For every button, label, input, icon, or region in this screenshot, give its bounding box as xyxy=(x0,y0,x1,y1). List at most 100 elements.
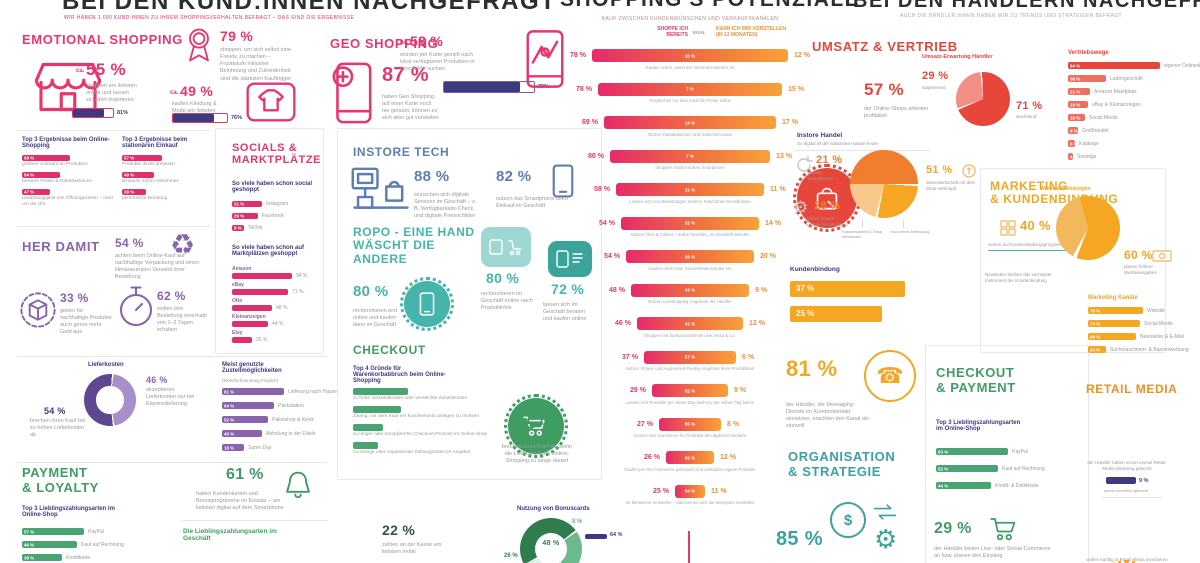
funnel-mid-value: 26 % xyxy=(684,254,696,259)
funnel-bar: 62 % xyxy=(666,451,714,464)
bar-label: Kreditkarte xyxy=(66,554,91,561)
retail-bar-note: davon mehrfach gebucht xyxy=(1104,488,1149,493)
bar-label: Paketshop & Kiosk xyxy=(272,416,314,423)
bar-value: 16 % xyxy=(1070,115,1081,120)
divider xyxy=(17,130,210,131)
werbung-pie-chart xyxy=(1056,196,1120,260)
liefer-title: Lieferkosten xyxy=(88,362,124,368)
funnel-right-value: 9 % xyxy=(755,286,768,294)
her-62-value: 62 % xyxy=(157,289,186,303)
funnel-left-value: 25 % xyxy=(653,487,669,495)
coin-icon xyxy=(962,164,976,178)
funnel-mid-value: 10 % xyxy=(684,53,696,58)
divider xyxy=(17,462,327,463)
approx-label: ca. xyxy=(170,90,179,96)
funnel-mid-value: 65 % xyxy=(684,421,696,427)
funnel-caption: Shoppen mit Sprachassistenten wie Alexa … xyxy=(644,332,736,338)
bar-row: 9 % Großhandel xyxy=(1068,127,1200,134)
funnel-bar: 65 % xyxy=(659,417,721,431)
gear-icon: ⚙ xyxy=(793,198,809,217)
bar: 46 % xyxy=(22,541,77,548)
haendler-51-caption: Warenwirtschaft mit dem Shop verknüpft xyxy=(926,180,976,191)
funnel-bar: 43 % xyxy=(631,283,749,297)
funnel-left-value: 80 % xyxy=(588,152,604,160)
bar: 19 % xyxy=(1068,101,1088,108)
bar: 52 % xyxy=(222,416,268,423)
bar-value: 19 % xyxy=(1070,102,1081,107)
bar xyxy=(232,337,252,343)
bar-label: Unabhängigkeit von Öffnungszeiten – rund… xyxy=(22,195,113,207)
emotional-79-caption: shoppen, um sich selbst eine Freude zu m… xyxy=(220,47,292,82)
bar: 21 % xyxy=(1068,88,1090,95)
haendler-57-value: 57 % xyxy=(864,80,904,99)
kundenbindung-title: Kundenbindung xyxy=(790,266,840,273)
bar-value: 38 % xyxy=(124,189,135,195)
progress-value: 81% xyxy=(117,110,129,116)
grid-icon xyxy=(1000,220,1016,236)
bar-row: 94 % xyxy=(232,273,307,279)
potenziale-funnel-chart: SHOPPE ICH BEREITS EGAL KANN ICH MIR VOR… xyxy=(560,0,820,563)
instore-handel-title: Instore Handel xyxy=(797,132,843,139)
bar-row: 24 % Suchmaschinen- & Bannerwerbung xyxy=(1088,346,1189,353)
bar: 63 % xyxy=(936,448,1008,455)
bar-top-label: Etsy xyxy=(232,330,243,336)
smartphone-icon xyxy=(551,164,575,198)
bar-value: 84 % xyxy=(1070,63,1081,68)
bar-label: TikTok xyxy=(248,225,263,231)
bar-label: Newsletter & E-Mail xyxy=(1140,333,1184,340)
bonus-title: Nutzung von Bonuscards xyxy=(517,506,590,512)
instore-88-value: 88 % xyxy=(414,168,450,185)
divider xyxy=(1102,497,1162,498)
bar-value: 37 % xyxy=(796,284,815,293)
legend-item-vorstellen: KANN ICH MIR VORSTELLEN (IN 12 MONATEN) xyxy=(716,26,786,38)
liefer-46-value: 46 % xyxy=(146,375,168,385)
emotional-49-progress: 76% xyxy=(172,113,242,123)
bar-label: Suchmaschinen- & Bannerwerbung xyxy=(1110,346,1189,353)
transfer-arrows-icon xyxy=(872,504,898,520)
zustell-title: Meist genutzte Zustellmöglichkeiten xyxy=(222,362,282,374)
bar-value: 52 % xyxy=(938,466,949,471)
bar-row: 84 % eigener Onlineshop xyxy=(1068,62,1200,69)
her-62-caption: wollen ihre Bestellung innerhalb von 1–2… xyxy=(157,306,207,334)
funnel-caption: Lassen sich von Bewertungen anderer Kund… xyxy=(629,198,751,204)
funnel-mid-value: 14 % xyxy=(684,120,696,125)
haendler-29b-value: 29 % xyxy=(934,520,972,537)
bar: 68 % xyxy=(22,155,70,161)
bar-value: 94 % xyxy=(296,273,308,279)
bar: 81 % xyxy=(222,388,284,395)
progress-value: 76% xyxy=(231,115,243,121)
ropo-80-caption: recherchieren erst online und kaufen dan… xyxy=(353,308,398,329)
bar: 9 % xyxy=(1068,127,1078,134)
bar-value: 52 % xyxy=(224,417,235,422)
checkout-kunden-bars: zu hohe Versandkosten oder versteckte Zu… xyxy=(353,388,591,460)
haendler-29-caption: stagnierend xyxy=(922,85,946,90)
bar-row: 74 % Social Media xyxy=(1088,320,1189,327)
funnel-bar: 42 % xyxy=(637,317,743,330)
payment-geschaeft-title: Die Lieblingszahlungsarten im Geschäft xyxy=(183,528,277,542)
funnel-right-value: 15 % xyxy=(788,85,804,93)
bar-row: 38 % Kreditkarte xyxy=(22,554,124,561)
bar-row: 44 % xyxy=(232,321,307,327)
organisation-85-value: 85 % xyxy=(776,528,823,550)
bar-value: 78 % xyxy=(1090,308,1101,313)
bar-value: 46 % xyxy=(24,542,35,547)
funnel-left-value: 48 % xyxy=(609,286,625,294)
bar-row: 78 % Website xyxy=(1088,307,1189,314)
bonus-left-value: 26 % xyxy=(504,553,518,559)
payment-61-value: 61 % xyxy=(226,466,264,483)
bar-value: 69 % xyxy=(1090,334,1101,339)
retail-legend-bar: 9 % xyxy=(1106,477,1148,484)
page-subtitle-haendler: AUCH DIE HÄNDLER:INNEN HABEN WIR ZU TREN… xyxy=(900,13,1122,19)
speech-bubble-icon xyxy=(481,227,531,267)
divider xyxy=(182,520,328,521)
bar-value: 49 % xyxy=(124,172,135,178)
bar-row: 52 % Paketshop & Kiosk xyxy=(222,416,337,423)
payment-61-caption: haben Kundenkarten und Bonusprogramme im… xyxy=(196,491,284,512)
funnel-mid-value: 7 % xyxy=(686,153,694,159)
bar-value: 45 % xyxy=(224,431,235,436)
bar: 47 % xyxy=(22,188,50,195)
bell-icon xyxy=(283,470,313,500)
geo-phone-icon xyxy=(332,62,372,124)
instore-ropo-checkout-card xyxy=(337,128,602,480)
funnel-bar: 64 % xyxy=(675,484,705,498)
